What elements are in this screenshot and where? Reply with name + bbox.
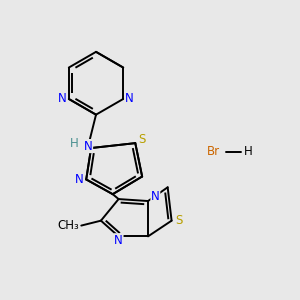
Text: H: H: [70, 136, 78, 150]
Text: N: N: [84, 140, 92, 153]
Text: S: S: [176, 214, 183, 227]
Text: N: N: [151, 190, 160, 202]
Text: H: H: [244, 146, 253, 158]
Text: CH₃: CH₃: [58, 219, 79, 232]
Text: N: N: [58, 92, 67, 106]
Text: N: N: [114, 234, 123, 247]
Text: N: N: [125, 92, 134, 106]
Text: N: N: [74, 173, 83, 186]
Text: Br: Br: [207, 146, 220, 158]
Text: S: S: [138, 133, 146, 146]
